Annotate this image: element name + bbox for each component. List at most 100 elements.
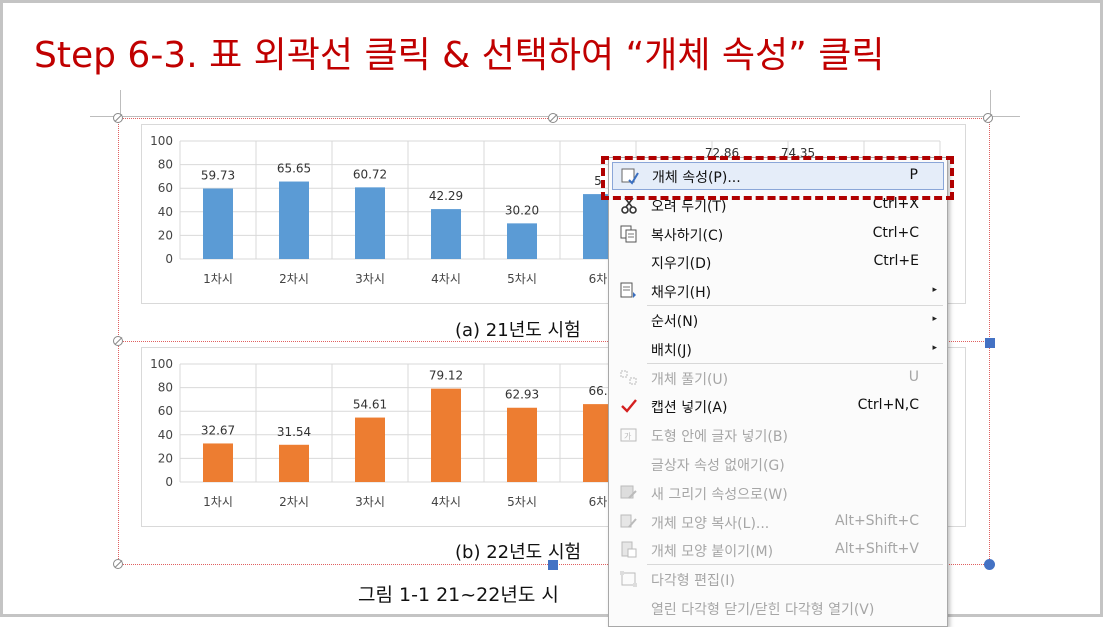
chart-b-bar (279, 444, 309, 482)
menu-item-8: 개체 풀기(U) U (609, 364, 947, 392)
chart-a-data-label: 5 (594, 174, 602, 188)
resize-handle-top-left[interactable] (113, 113, 123, 123)
menu-item-11: 글상자 속성 없애기(G) (609, 450, 947, 478)
menu-item-shortcut: Alt+Shift+C (834, 512, 919, 529)
chart-a-category-label: 3차시 (355, 272, 385, 286)
resize-handle-bottom-left[interactable] (113, 559, 123, 569)
chart-b-category-label: 1차시 (203, 495, 233, 509)
chart-a-y-tick: 60 (158, 181, 173, 195)
resize-handle-top-center[interactable] (548, 113, 558, 123)
svg-text:가: 가 (624, 432, 632, 441)
chart-b-category-label: 6차 (589, 495, 608, 509)
chart-b-category-label: 2차시 (279, 495, 309, 509)
chart-a-y-tick: 80 (158, 158, 173, 172)
chart-a-y-tick: 0 (165, 252, 173, 266)
chart-a-y-tick: 100 (150, 134, 173, 148)
chart-a-data-label: 30.20 (505, 203, 539, 217)
menu-item-10: 가 도형 안에 글자 넣기(B) (609, 421, 947, 449)
menu-item-label: 순서(N) (651, 314, 699, 330)
object-properties-icon (620, 167, 640, 185)
resize-handle-mid-left[interactable] (113, 336, 123, 346)
submenu-arrow-icon: ▸ (932, 342, 937, 353)
menu-item-6[interactable]: 순서(N) ▸ (609, 306, 947, 334)
menu-item-label: 개체 속성(P)... (652, 170, 741, 186)
menu-item-label: 개체 모양 붙이기(M) (651, 544, 774, 561)
menu-item-4[interactable]: 지우기(D) Ctrl+E (609, 248, 947, 276)
menu-item-3[interactable]: 복사하기(C) Ctrl+C (609, 220, 947, 248)
highlight-annotation-outline (601, 156, 954, 200)
screenshot-frame (0, 0, 1103, 617)
resize-handle-bottom-right[interactable] (984, 559, 995, 570)
chart-a-data-label: 65.65 (277, 162, 311, 176)
chart-b-y-tick: 40 (158, 428, 173, 442)
chart-b-data-label: 62.93 (505, 388, 539, 402)
chart-b-bar (203, 443, 233, 482)
menu-separator (647, 305, 943, 306)
menu-item-label: 개체 풀기(U) (651, 371, 729, 388)
chart-a-category-label: 5차시 (507, 272, 537, 286)
submenu-arrow-icon: ▸ (932, 314, 937, 324)
menu-item-14: 개체 모양 붙이기(M) Alt+Shift+V (609, 536, 947, 564)
chart-b-y-tick: 80 (158, 381, 173, 395)
menu-item-label: 배치(J) (651, 342, 692, 359)
menu-item-15: 다각형 편집(I) (609, 565, 947, 593)
menu-item-label: 오려 두기(T) (651, 198, 727, 215)
chart-b-data-label: 31.54 (277, 425, 311, 439)
resize-handle-mid-right[interactable] (985, 338, 995, 348)
menu-item-label: 지우기(D) (651, 256, 712, 273)
menu-item-label: 열린 다각형 닫기/닫힌 다각형 열기(V) (651, 602, 875, 618)
menu-item-shortcut: Ctrl+E (873, 253, 920, 270)
checkmark-icon (619, 397, 639, 415)
draw-properties-icon (619, 484, 639, 502)
ungroup-icon (619, 369, 639, 387)
resize-handle-top-right[interactable] (983, 113, 993, 123)
menu-item-shortcut: Ctrl+C (872, 224, 919, 241)
menu-item-label: 새 그리기 속성으로(W) (651, 486, 788, 503)
submenu-arrow-icon: ▸ (932, 285, 937, 296)
paste-shape-icon (619, 541, 639, 559)
menu-item-16: 열린 다각형 닫기/닫힌 다각형 열기(V) (609, 594, 947, 622)
chart-b-y-tick: 0 (165, 475, 173, 489)
chart-b-caption: (b) 22년도 시험 (455, 542, 582, 563)
chart-a-category-label: 1차시 (203, 272, 233, 286)
menu-item-1[interactable]: 개체 속성(P)... P (612, 162, 944, 190)
fill-icon (619, 282, 639, 300)
chart-a-y-tick: 40 (158, 205, 173, 219)
margin-guide-right (990, 90, 991, 116)
chart-b-data-label: 32.67 (201, 423, 235, 437)
chart-a-bar (203, 188, 233, 259)
menu-item-5[interactable]: 채우기(H) ▸ (609, 277, 947, 305)
menu-separator (647, 362, 943, 364)
menu-separator (647, 564, 943, 566)
menu-item-13: 개체 모양 복사(L)... Alt+Shift+C (609, 508, 947, 536)
margin-guide-left (120, 90, 121, 116)
chart-b-y-tick: 20 (158, 451, 173, 465)
chart-a-bar (507, 223, 537, 259)
copy-icon (619, 225, 639, 243)
menu-item-label: 복사하기(C) (651, 227, 724, 244)
menu-item-label: 글상자 속성 없애기(G) (651, 458, 785, 474)
menu-item-9[interactable]: 캡션 넣기(A) Ctrl+N,C (609, 392, 947, 420)
chart-b-category-label: 5차시 (507, 495, 537, 509)
chart-b-data-label: 79.12 (429, 369, 463, 383)
menu-item-label: 도형 안에 글자 넣기(B) (651, 429, 788, 446)
chart-b-y-tick: 60 (158, 404, 173, 418)
chart-a-y-tick: 20 (158, 228, 173, 242)
chart-b-data-label: 54.61 (353, 398, 387, 412)
menu-item-7[interactable]: 배치(J) ▸ (609, 335, 947, 363)
chart-a-data-label: 42.29 (429, 189, 463, 203)
chart-a-category-label: 2차시 (279, 272, 309, 286)
menu-item-shortcut: P (909, 167, 918, 183)
menu-item-label: 캡션 넣기(A) (651, 400, 728, 417)
text-in-shape-icon: 가 (619, 426, 639, 444)
menu-item-shortcut: Ctrl+N,C (857, 397, 919, 414)
menu-item-label: 개체 모양 복사(L)... (651, 515, 770, 532)
chart-b-category-label: 4차시 (431, 495, 461, 509)
chart-a-bar (431, 209, 461, 259)
chart-a-bar (279, 181, 309, 259)
chart-b-category-label: 3차시 (355, 495, 385, 509)
chart-b-data-label: 66. (588, 384, 607, 398)
menu-item-12: 새 그리기 속성으로(W) (609, 479, 947, 507)
resize-handle-bottom-center[interactable] (548, 560, 558, 570)
copy-shape-icon (619, 513, 639, 531)
